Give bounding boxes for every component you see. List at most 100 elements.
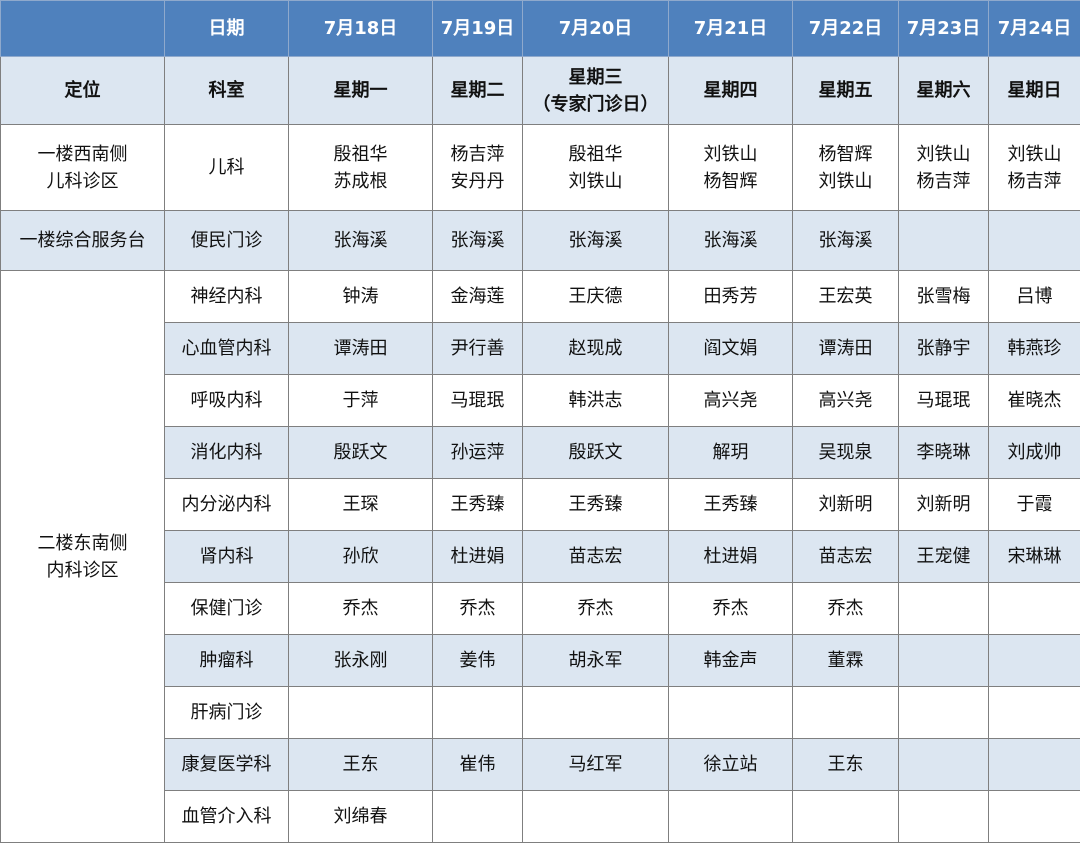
cell-line: 一楼西南侧 [1,141,164,168]
doctor-cell: 刘铁山杨智辉 [669,125,793,211]
doctor-cell: 吕博 [989,271,1080,323]
cell-line: 二楼东南侧 [1,530,164,557]
location-cell: 二楼东南侧内科诊区 [1,271,165,843]
cell-line: 儿科诊区 [1,168,164,195]
cell-line: 殷祖华 [289,141,432,168]
department-cell: 血管介入科 [165,791,289,843]
doctor-cell: 韩燕珍 [989,323,1080,375]
doctor-cell: 张海溪 [669,211,793,271]
doctor-cell: 殷祖华刘铁山 [523,125,669,211]
doctor-cell: 李晓琳 [899,427,989,479]
doctor-cell: 张海溪 [433,211,523,271]
cell-line: 杨吉萍 [899,168,988,195]
doctor-cell: 董霖 [793,635,899,687]
doctor-cell: 刘成帅 [989,427,1080,479]
location-label: 定位 [1,57,165,125]
doctor-cell: 王琛 [289,479,433,531]
cell-line: 杨智辉 [669,168,792,195]
doctor-cell: 刘新明 [793,479,899,531]
doctor-cell: 尹行善 [433,323,523,375]
doctor-cell: 孙运萍 [433,427,523,479]
doctor-cell: 张雪梅 [899,271,989,323]
weekday-header: 星期六 [899,57,989,125]
cell-line: 苏成根 [289,168,432,195]
doctor-cell: 殷祖华苏成根 [289,125,433,211]
cell-line: （专家门诊日） [523,91,668,118]
date-label: 日期 [165,1,289,57]
doctor-cell: 张海溪 [523,211,669,271]
department-cell: 儿科 [165,125,289,211]
doctor-cell: 乔杰 [669,583,793,635]
cell-line: 星期三 [523,64,668,91]
corner-cell [1,1,165,57]
doctor-cell: 于霞 [989,479,1080,531]
doctor-cell: 解玥 [669,427,793,479]
doctor-cell: 王宠健 [899,531,989,583]
doctor-cell: 张海溪 [793,211,899,271]
doctor-cell: 宋琳琳 [989,531,1080,583]
doctor-cell: 王庆德 [523,271,669,323]
date-header: 7月22日 [793,1,899,57]
doctor-cell: 胡永军 [523,635,669,687]
doctor-cell: 苗志宏 [793,531,899,583]
doctor-cell: 高兴尧 [793,375,899,427]
doctor-cell: 韩洪志 [523,375,669,427]
doctor-cell [523,791,669,843]
department-cell: 呼吸内科 [165,375,289,427]
doctor-cell: 杨智辉刘铁山 [793,125,899,211]
date-header: 7月23日 [899,1,989,57]
doctor-cell: 杨吉萍安丹丹 [433,125,523,211]
department-cell: 消化内科 [165,427,289,479]
doctor-cell [899,739,989,791]
cell-line: 星期五 [793,77,898,104]
cell-line: 刘铁山 [669,141,792,168]
doctor-cell: 徐立站 [669,739,793,791]
doctor-cell [669,687,793,739]
doctor-cell: 钟涛 [289,271,433,323]
doctor-cell: 田秀芳 [669,271,793,323]
doctor-cell: 崔晓杰 [989,375,1080,427]
doctor-cell: 乔杰 [289,583,433,635]
doctor-cell [669,791,793,843]
doctor-cell: 杜进娟 [433,531,523,583]
doctor-cell: 刘铁山杨吉萍 [989,125,1080,211]
doctor-cell: 刘新明 [899,479,989,531]
doctor-cell: 王秀臻 [433,479,523,531]
doctor-cell: 赵现成 [523,323,669,375]
cell-line: 一楼综合服务台 [1,227,164,254]
doctor-cell: 张海溪 [289,211,433,271]
doctor-cell: 高兴尧 [669,375,793,427]
doctor-cell: 吴现泉 [793,427,899,479]
doctor-cell: 谭涛田 [289,323,433,375]
doctor-cell: 刘绵春 [289,791,433,843]
date-header: 7月24日 [989,1,1080,57]
cell-line: 张海溪 [669,227,792,254]
department-cell: 神经内科 [165,271,289,323]
doctor-cell: 乔杰 [793,583,899,635]
department-cell: 肝病门诊 [165,687,289,739]
cell-line: 星期一 [289,77,432,104]
schedule-row: 二楼东南侧内科诊区神经内科钟涛金海莲王庆德田秀芳王宏英张雪梅吕博 [1,271,1080,323]
doctor-cell: 王秀臻 [523,479,669,531]
doctor-cell [899,635,989,687]
cell-line: 刘铁山 [989,141,1080,168]
location-cell: 一楼综合服务台 [1,211,165,271]
doctor-cell [433,687,523,739]
doctor-cell: 孙欣 [289,531,433,583]
doctor-cell: 阎文娟 [669,323,793,375]
schedule-row: 一楼西南侧儿科诊区儿科殷祖华苏成根杨吉萍安丹丹殷祖华刘铁山刘铁山杨智辉杨智辉刘铁… [1,125,1080,211]
department-cell: 心血管内科 [165,323,289,375]
cell-line: 张海溪 [793,227,898,254]
cell-line: 星期二 [433,77,522,104]
date-header: 7月21日 [669,1,793,57]
cell-line: 刘铁山 [523,168,668,195]
cell-line: 殷祖华 [523,141,668,168]
doctor-cell: 王秀臻 [669,479,793,531]
doctor-cell: 乔杰 [433,583,523,635]
department-label: 科室 [165,57,289,125]
doctor-cell [989,687,1080,739]
cell-line: 张海溪 [523,227,668,254]
date-header: 7月20日 [523,1,669,57]
doctor-cell [523,687,669,739]
